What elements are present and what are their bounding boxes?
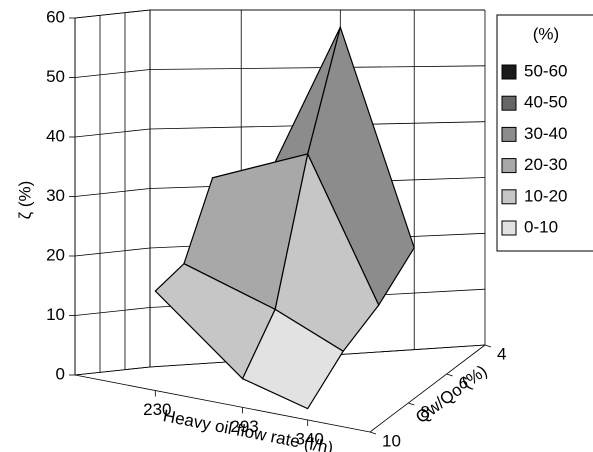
legend-label: 0-10	[524, 217, 558, 236]
z-tick-label: 40	[46, 126, 65, 145]
legend-swatch	[501, 126, 517, 142]
legend-label: 40-50	[524, 93, 567, 112]
z-tick-label: 0	[56, 364, 65, 383]
legend-label: 20-30	[524, 155, 567, 174]
legend-swatch	[501, 64, 517, 80]
grid-line	[74, 9, 151, 19]
legend-label: 10-20	[524, 186, 567, 205]
legend-label: 50-60	[524, 61, 567, 80]
grid-line	[74, 128, 151, 138]
y-tick-label: 4	[497, 344, 506, 363]
legend-label: 30-40	[524, 124, 567, 143]
axis-line	[74, 366, 151, 376]
z-tick-label: 20	[46, 245, 65, 264]
legend-swatch	[501, 158, 517, 174]
legend-title: (%)	[533, 24, 559, 43]
surface-patch	[241, 308, 345, 410]
legend-swatch	[501, 95, 517, 111]
legend-swatch	[501, 220, 517, 236]
grid-line	[74, 307, 151, 316]
y-tick	[484, 344, 492, 348]
y-tick-label: 10	[382, 431, 401, 450]
y-tick	[369, 431, 377, 435]
grid-line	[149, 65, 486, 70]
y-tick-label: 6	[459, 373, 468, 392]
z-tick-label: 60	[46, 7, 65, 26]
z-tick-label: 10	[46, 305, 65, 324]
x-tick-label: 230	[143, 400, 171, 419]
z-axis-title: ζ (%)	[15, 181, 34, 220]
x-tick-label: 340	[295, 429, 323, 448]
y-tick	[408, 402, 415, 406]
axis-line	[369, 344, 486, 433]
y-tick	[446, 373, 453, 377]
grid-line	[74, 188, 151, 197]
z-tick-label: 50	[46, 67, 65, 86]
grid-line	[74, 247, 151, 257]
grid-line	[74, 69, 151, 78]
y-tick-label: 8	[420, 402, 429, 421]
z-tick-label: 30	[46, 186, 65, 205]
legend-swatch	[501, 189, 517, 205]
x-tick-label: 293	[230, 417, 258, 436]
axis-line	[74, 374, 371, 433]
